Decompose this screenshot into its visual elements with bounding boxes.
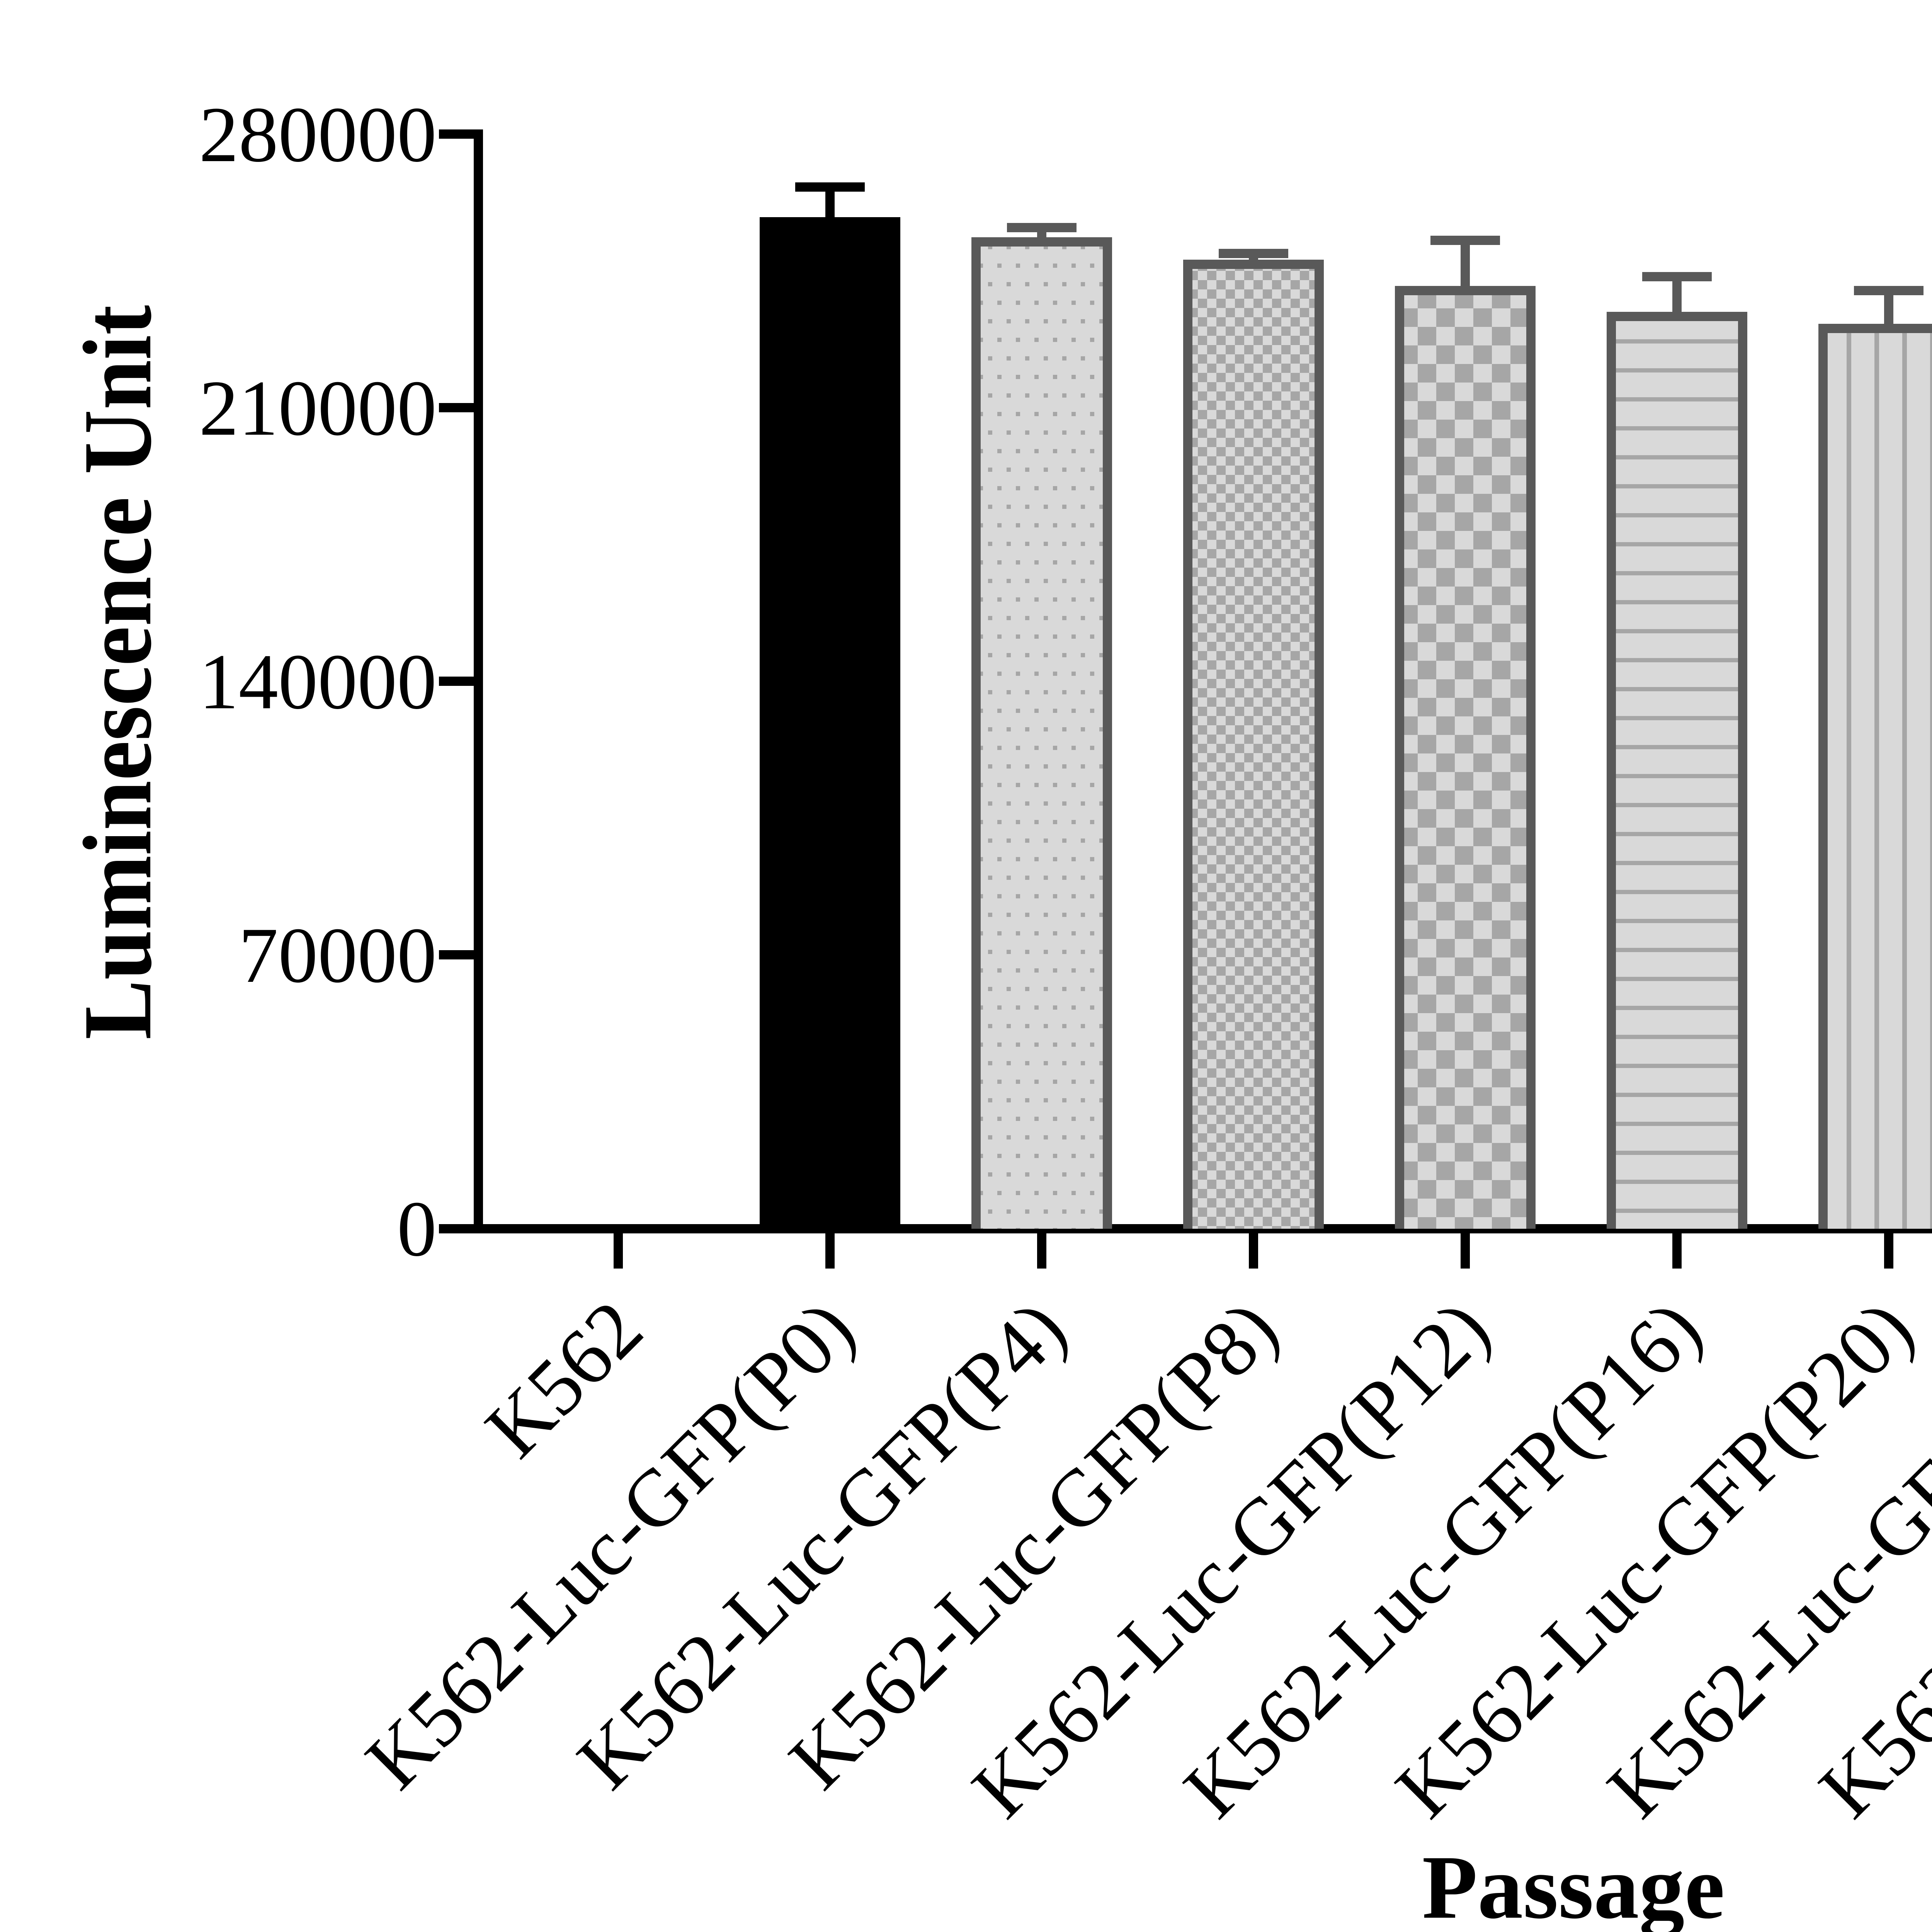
svg-text:0: 0 [397, 1185, 437, 1273]
svg-text:140000: 140000 [199, 638, 437, 726]
svg-text:Luminescence Unit: Luminescence Unit [64, 305, 172, 1040]
svg-text:K562: K562 [469, 1283, 660, 1474]
svg-text:280000: 280000 [199, 91, 437, 179]
svg-text:70000: 70000 [239, 912, 437, 999]
svg-text:210000: 210000 [199, 364, 437, 452]
svg-text:Passage: Passage [1422, 1837, 1725, 1932]
